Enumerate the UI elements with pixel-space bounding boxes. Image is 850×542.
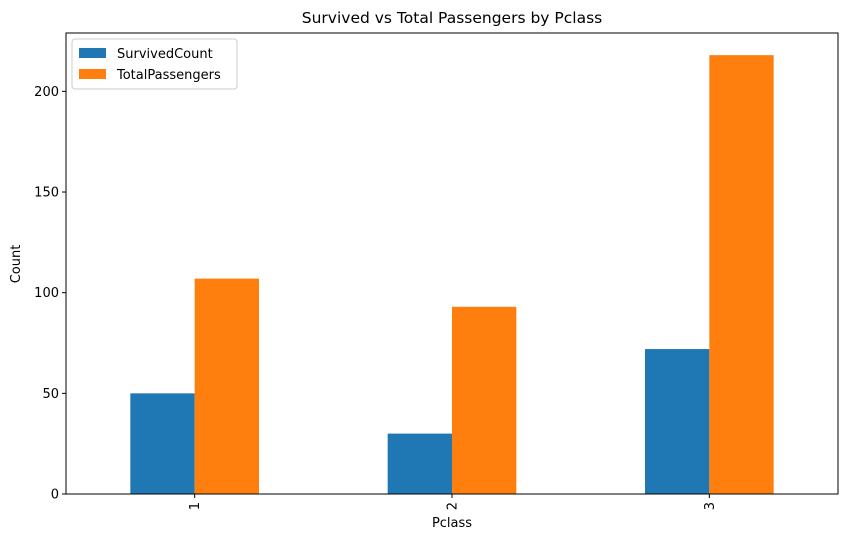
y-tick-label-50: 50 [42,387,59,402]
chart-title: Survived vs Total Passengers by Pclass [302,9,602,27]
legend-label-survivedcount: SurvivedCount [117,47,213,62]
y-tick-label-150: 150 [34,186,59,201]
y-tick-label-0: 0 [51,488,59,503]
legend: SurvivedCount TotalPassengers [71,38,238,90]
bar-survivedcount-2 [387,433,452,494]
bar-survivedcount-1 [130,393,195,494]
x-tick-label-1: 1 [188,502,203,510]
plot-area: 0 50 100 150 200 1 2 3 [34,32,839,510]
bar-totalpassengers-1 [194,278,259,494]
legend-swatch-totalpassengers [79,69,106,79]
bar-totalpassengers-3 [709,55,774,494]
y-axis-label: Count [9,245,24,284]
legend-box [71,38,238,90]
legend-swatch-survivedcount [79,48,106,58]
x-axis-label: Pclass [432,516,472,531]
y-tick-label-100: 100 [34,286,59,301]
y-tick-label-200: 200 [34,85,59,100]
x-tick-label-3: 3 [703,502,718,510]
bar-totalpassengers-2 [452,306,517,494]
bar-survivedcount-3 [645,349,710,494]
x-tick-label-2: 2 [446,502,461,510]
legend-label-totalpassengers: TotalPassengers [116,68,221,83]
